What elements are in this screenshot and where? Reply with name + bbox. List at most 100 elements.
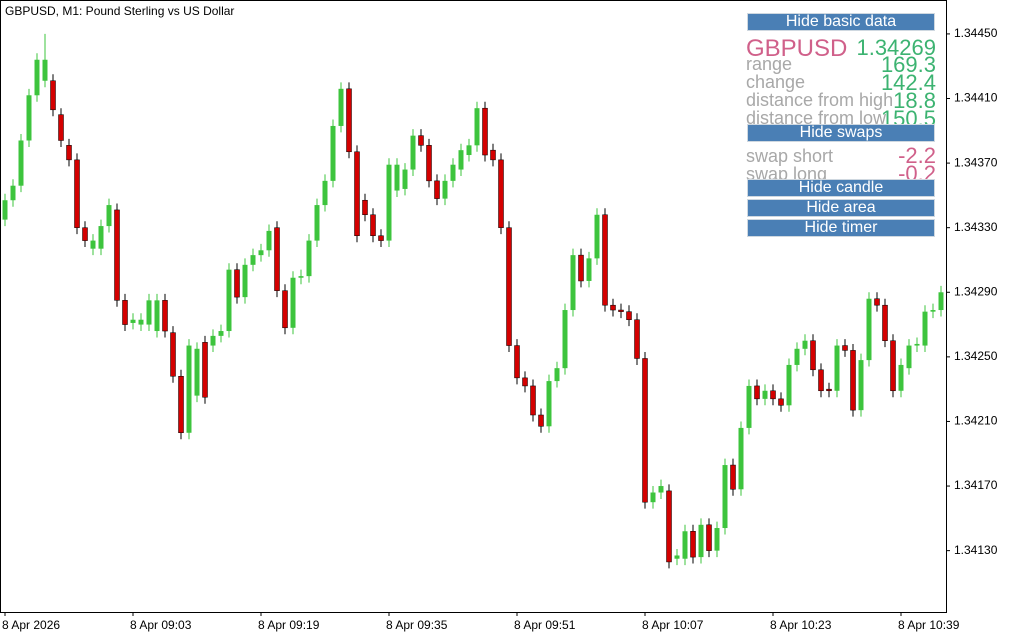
candle-body (290, 277, 296, 328)
x-tick-label: 8 Apr 09:19 (258, 618, 320, 632)
x-tick-label: 8 Apr 09:35 (386, 618, 448, 632)
candle-body (322, 180, 328, 206)
candle-body (114, 209, 120, 301)
row-label: change (746, 72, 806, 92)
chart-title: GBPUSD, M1: Pound Sterling vs US Dollar (5, 4, 234, 18)
candle-body (874, 298, 880, 306)
candle-body (578, 254, 584, 282)
candle-body (426, 145, 432, 182)
candle-body (18, 140, 24, 186)
x-tick-label: 8 Apr 10:07 (642, 618, 704, 632)
candle-body (122, 300, 128, 325)
button[interactable]: Hide candle (747, 179, 935, 197)
candle-body (842, 345, 848, 351)
candle-body (650, 492, 656, 503)
candle-body (778, 398, 784, 406)
candle-body (690, 531, 696, 558)
candle-body (930, 310, 936, 312)
candle-body (242, 264, 248, 298)
candle-body (34, 59, 40, 96)
candle-body (586, 258, 592, 281)
x-tick-label: 8 Apr 10:23 (770, 618, 832, 632)
candle-body (834, 345, 840, 391)
candle-body (514, 345, 520, 379)
candle-body (770, 390, 776, 400)
candle-body (266, 230, 272, 251)
button[interactable]: Hide timer (747, 219, 935, 237)
candle-body (642, 358, 648, 503)
candle-body (490, 149, 496, 161)
candle-body (354, 151, 360, 237)
candle-body (674, 555, 680, 559)
y-tick-label: 1.34450 (954, 26, 998, 40)
candle-body (26, 95, 32, 141)
candle-body (626, 311, 632, 320)
candle-body (250, 255, 256, 265)
candle-body (826, 388, 832, 392)
candle-body (402, 169, 408, 189)
candle-body (106, 205, 112, 227)
candle-body (594, 214, 600, 259)
button[interactable]: Hide basic data (747, 13, 935, 31)
candle-body (138, 319, 144, 325)
candle-body (818, 369, 824, 392)
candle-body (330, 125, 336, 181)
swap-value: -2.2 (898, 143, 936, 168)
y-tick-label: 1.34250 (954, 349, 998, 363)
candle-body (298, 276, 304, 278)
symbol: GBPUSD (746, 35, 848, 62)
candle-body (570, 255, 576, 311)
candle-body (98, 226, 104, 249)
candle-body (170, 332, 176, 377)
candle-body (890, 340, 896, 392)
candle-body (434, 180, 440, 199)
y-tick-label: 1.34130 (954, 543, 998, 557)
candle-body (794, 348, 800, 365)
candle-body (306, 240, 312, 277)
candle-body (394, 164, 400, 191)
candle-body (882, 304, 888, 341)
candle-body (386, 164, 392, 241)
candle-body (2, 200, 8, 220)
candle-body (346, 88, 352, 153)
candle-body (186, 345, 192, 433)
button[interactable]: Hide swaps (747, 124, 935, 142)
candle-body (410, 135, 416, 170)
candle-body (418, 135, 424, 146)
row-value: 18.8 (893, 88, 936, 113)
candle-body (58, 114, 64, 141)
price: 1.34269 (856, 35, 936, 60)
candle-body (722, 465, 728, 529)
candle-body (618, 309, 624, 312)
candle-body (898, 364, 904, 391)
candle-body (466, 145, 472, 156)
candle-body (210, 335, 216, 346)
candle-body (498, 159, 504, 228)
candle-body (274, 227, 280, 291)
candle-body (922, 311, 928, 346)
candle-body (714, 528, 720, 551)
row-value: 169.3 (880, 52, 936, 77)
candle-body (370, 214, 376, 237)
candle-body (10, 185, 16, 201)
candle-body (522, 377, 528, 387)
candle-body (74, 159, 80, 228)
button[interactable]: Hide area (747, 199, 935, 217)
candle-body (738, 427, 744, 490)
candle-body (314, 205, 320, 241)
candle-body (226, 269, 232, 332)
candle-body (906, 345, 912, 369)
candle-body (682, 531, 688, 559)
candle-body (914, 343, 920, 346)
candle-body (66, 145, 72, 161)
candle-body (666, 490, 672, 563)
candle-body (602, 214, 608, 306)
y-tick-label: 1.34170 (954, 478, 998, 492)
candle-body (218, 331, 224, 336)
candle-body (154, 300, 160, 332)
candle-body (610, 304, 616, 311)
candle-body (130, 319, 136, 323)
y-tick-label: 1.34330 (954, 220, 998, 234)
